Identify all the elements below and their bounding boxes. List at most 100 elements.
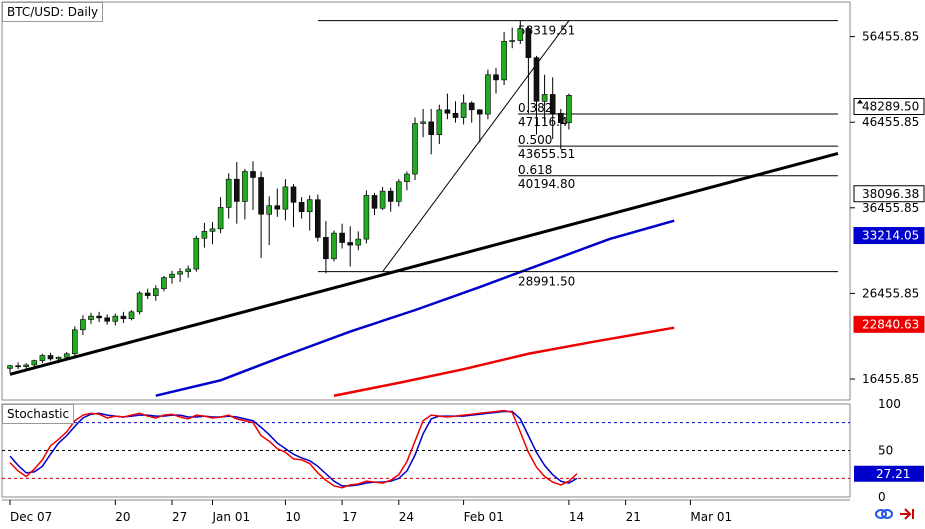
stochastic-tick-label: 0 xyxy=(878,490,886,504)
candle xyxy=(444,109,451,114)
candle xyxy=(7,365,13,369)
price-up-arrow-icon xyxy=(857,99,863,104)
date-label: Mar 01 xyxy=(690,510,732,524)
candle xyxy=(96,315,102,319)
candle xyxy=(428,121,435,135)
candle xyxy=(541,94,548,102)
moving-average-red xyxy=(333,326,675,397)
price-tag-label: 33214.05 xyxy=(862,229,919,243)
fibonacci-price-label: 43655.51 xyxy=(518,147,575,161)
candle xyxy=(525,28,532,58)
date-label: 17 xyxy=(342,510,357,524)
candle xyxy=(104,317,110,322)
date-label: 27 xyxy=(172,510,187,524)
candle xyxy=(47,355,54,360)
price-tick-label: 16455.85 xyxy=(862,372,919,386)
candle xyxy=(436,109,443,135)
price-pane xyxy=(1,1,851,401)
date-label: 21 xyxy=(626,510,641,524)
arrow-icon[interactable] xyxy=(899,506,915,520)
candle xyxy=(88,315,94,320)
candle xyxy=(347,242,354,246)
price-tag xyxy=(853,315,925,333)
stochastic-d-line xyxy=(9,410,578,487)
candle xyxy=(72,329,78,355)
candle xyxy=(128,311,135,319)
candle xyxy=(161,277,167,290)
date-label: Feb 01 xyxy=(464,510,504,524)
candle xyxy=(55,356,62,360)
price-tag xyxy=(853,185,925,203)
candle xyxy=(412,123,418,175)
candle xyxy=(225,178,232,208)
moving-average-blue xyxy=(155,219,675,397)
link-icon[interactable] xyxy=(875,506,893,520)
candle xyxy=(290,186,297,203)
fibonacci-price-label: 28991.50 xyxy=(518,275,575,289)
date-label: Jan 01 xyxy=(212,510,251,524)
candle xyxy=(420,121,426,124)
candle xyxy=(339,232,345,243)
date-label: 20 xyxy=(115,510,130,524)
trendline xyxy=(9,151,839,376)
candle xyxy=(242,171,248,202)
candle xyxy=(185,268,191,272)
candle xyxy=(136,292,143,313)
candle xyxy=(112,315,119,322)
stochastic-tick-label: 100 xyxy=(878,397,901,411)
date-label: 10 xyxy=(285,510,300,524)
stochastic-label: Stochastic xyxy=(2,404,75,424)
candle xyxy=(234,178,240,202)
candle xyxy=(549,94,556,114)
price-tick-label: 26455.85 xyxy=(862,286,919,300)
candle xyxy=(298,201,305,212)
candle xyxy=(323,237,329,260)
price-tag-label: 48289.50 xyxy=(862,100,919,114)
candle xyxy=(387,190,394,202)
candle xyxy=(274,205,281,210)
fibonacci-ratio-label: 0.382 xyxy=(518,101,552,115)
price-tag xyxy=(853,227,925,245)
candle xyxy=(217,207,224,230)
candle xyxy=(493,74,499,81)
candle xyxy=(15,365,21,368)
candle xyxy=(485,74,491,115)
date-label: 14 xyxy=(569,510,584,524)
date-label: 24 xyxy=(399,510,414,524)
price-tag-label: 38096.38 xyxy=(862,187,919,201)
candle xyxy=(201,231,208,239)
stochastic-value-tag xyxy=(854,465,924,482)
candle xyxy=(363,195,370,240)
stochastic-tick-label: 50 xyxy=(878,444,893,458)
price-tag-label: 22840.63 xyxy=(862,317,919,331)
candle xyxy=(250,171,256,178)
candle xyxy=(306,199,313,212)
candle xyxy=(209,228,216,232)
candle xyxy=(169,273,175,278)
candle xyxy=(39,355,46,361)
fibonacci-price-label: 47116.4 xyxy=(518,115,568,129)
candle xyxy=(460,102,467,118)
fibonacci-price-label: 58319.51 xyxy=(518,24,575,38)
price-tick-label: 36455.85 xyxy=(862,201,919,215)
price-tick-label: 46455.85 xyxy=(862,115,919,129)
candle xyxy=(557,112,564,123)
candle xyxy=(144,292,151,296)
candle xyxy=(258,177,264,215)
candle xyxy=(468,102,475,111)
date-label: Dec 07 xyxy=(10,510,52,524)
candle xyxy=(517,28,524,41)
candle xyxy=(282,186,289,210)
candle xyxy=(355,238,362,246)
candle xyxy=(331,232,337,260)
candle xyxy=(501,41,507,81)
candle xyxy=(379,190,386,209)
candle xyxy=(509,40,516,42)
candle xyxy=(177,271,183,275)
candle xyxy=(566,94,572,123)
fibonacci-ratio-label: 0.500 xyxy=(518,133,552,147)
fibonacci-ratio-label: 0.618 xyxy=(518,163,552,177)
candle xyxy=(533,57,540,102)
